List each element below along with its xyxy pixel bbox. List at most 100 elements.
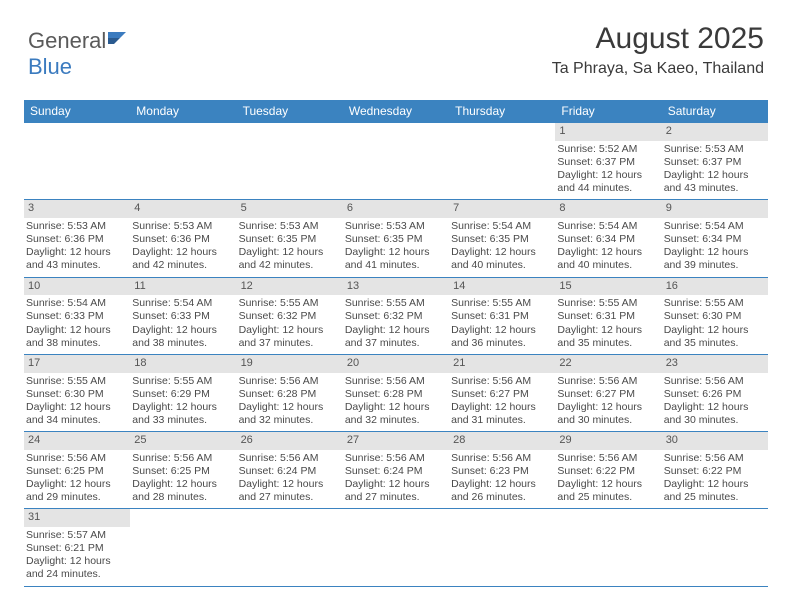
daylight-line: Daylight: 12 hours and 43 minutes. [664,169,766,195]
day-cell: 16Sunrise: 5:55 AMSunset: 6:30 PMDayligh… [662,278,768,354]
day-number: 24 [24,432,130,450]
sunset-line: Sunset: 6:21 PM [26,542,128,555]
sunrise-line: Sunrise: 5:56 AM [26,452,128,465]
daylight-line: Daylight: 12 hours and 44 minutes. [557,169,659,195]
sunrise-line: Sunrise: 5:56 AM [557,375,659,388]
day-number: 7 [449,200,555,218]
daylight-line: Daylight: 12 hours and 42 minutes. [239,246,341,272]
sunrise-line: Sunrise: 5:56 AM [239,375,341,388]
sunrise-line: Sunrise: 5:56 AM [132,452,234,465]
day-cell: 10Sunrise: 5:54 AMSunset: 6:33 PMDayligh… [24,278,130,354]
day-cell: 27Sunrise: 5:56 AMSunset: 6:24 PMDayligh… [343,432,449,508]
sunset-line: Sunset: 6:28 PM [239,388,341,401]
daylight-line: Daylight: 12 hours and 27 minutes. [239,478,341,504]
daylight-line: Daylight: 12 hours and 33 minutes. [132,401,234,427]
day-cell: 3Sunrise: 5:53 AMSunset: 6:36 PMDaylight… [24,200,130,276]
sunset-line: Sunset: 6:34 PM [664,233,766,246]
day-number: 21 [449,355,555,373]
sunrise-line: Sunrise: 5:53 AM [345,220,447,233]
sunset-line: Sunset: 6:30 PM [26,388,128,401]
sunrise-line: Sunrise: 5:52 AM [557,143,659,156]
daylight-line: Daylight: 12 hours and 32 minutes. [239,401,341,427]
day-cell: 13Sunrise: 5:55 AMSunset: 6:32 PMDayligh… [343,278,449,354]
sunrise-line: Sunrise: 5:56 AM [557,452,659,465]
day-cell [555,509,661,585]
day-cell [130,123,236,199]
week-row: 24Sunrise: 5:56 AMSunset: 6:25 PMDayligh… [24,431,768,508]
day-cell: 12Sunrise: 5:55 AMSunset: 6:32 PMDayligh… [237,278,343,354]
day-number: 25 [130,432,236,450]
day-cell: 25Sunrise: 5:56 AMSunset: 6:25 PMDayligh… [130,432,236,508]
daylight-line: Daylight: 12 hours and 40 minutes. [451,246,553,272]
daylight-line: Daylight: 12 hours and 32 minutes. [345,401,447,427]
day-number: 15 [555,278,661,296]
day-cell: 15Sunrise: 5:55 AMSunset: 6:31 PMDayligh… [555,278,661,354]
day-body: Sunrise: 5:52 AMSunset: 6:37 PMDaylight:… [555,141,661,200]
day-cell: 22Sunrise: 5:56 AMSunset: 6:27 PMDayligh… [555,355,661,431]
day-cell [662,509,768,585]
day-number: 17 [24,355,130,373]
day-body: Sunrise: 5:53 AMSunset: 6:35 PMDaylight:… [343,218,449,277]
sunrise-line: Sunrise: 5:56 AM [451,375,553,388]
day-body: Sunrise: 5:55 AMSunset: 6:32 PMDaylight:… [343,295,449,354]
day-cell: 31Sunrise: 5:57 AMSunset: 6:21 PMDayligh… [24,509,130,585]
day-header-cell: Tuesday [237,100,343,122]
day-cell: 8Sunrise: 5:54 AMSunset: 6:34 PMDaylight… [555,200,661,276]
day-number: 10 [24,278,130,296]
sunset-line: Sunset: 6:24 PM [345,465,447,478]
day-cell: 30Sunrise: 5:56 AMSunset: 6:22 PMDayligh… [662,432,768,508]
logo-text-part2: Blue [28,54,72,79]
sunset-line: Sunset: 6:27 PM [557,388,659,401]
day-cell: 19Sunrise: 5:56 AMSunset: 6:28 PMDayligh… [237,355,343,431]
day-number: 8 [555,200,661,218]
day-cell [237,509,343,585]
daylight-line: Daylight: 12 hours and 42 minutes. [132,246,234,272]
daylight-line: Daylight: 12 hours and 24 minutes. [26,555,128,581]
day-number: 20 [343,355,449,373]
day-number: 31 [24,509,130,527]
sunset-line: Sunset: 6:27 PM [451,388,553,401]
sunset-line: Sunset: 6:31 PM [451,310,553,323]
day-body: Sunrise: 5:55 AMSunset: 6:31 PMDaylight:… [555,295,661,354]
sunset-line: Sunset: 6:32 PM [345,310,447,323]
day-body: Sunrise: 5:56 AMSunset: 6:27 PMDaylight:… [449,373,555,432]
day-number: 30 [662,432,768,450]
sunset-line: Sunset: 6:26 PM [664,388,766,401]
daylight-line: Daylight: 12 hours and 30 minutes. [557,401,659,427]
daylight-line: Daylight: 12 hours and 25 minutes. [664,478,766,504]
daylight-line: Daylight: 12 hours and 34 minutes. [26,401,128,427]
day-body: Sunrise: 5:54 AMSunset: 6:34 PMDaylight:… [555,218,661,277]
sunset-line: Sunset: 6:25 PM [26,465,128,478]
day-cell [449,509,555,585]
logo-text: GeneralBlue [28,28,130,80]
day-cell: 17Sunrise: 5:55 AMSunset: 6:30 PMDayligh… [24,355,130,431]
sunrise-line: Sunrise: 5:55 AM [664,297,766,310]
sunrise-line: Sunrise: 5:56 AM [664,375,766,388]
week-row: 1Sunrise: 5:52 AMSunset: 6:37 PMDaylight… [24,122,768,199]
day-cell [343,123,449,199]
day-number: 4 [130,200,236,218]
sunset-line: Sunset: 6:24 PM [239,465,341,478]
daylight-line: Daylight: 12 hours and 35 minutes. [557,324,659,350]
day-cell: 21Sunrise: 5:56 AMSunset: 6:27 PMDayligh… [449,355,555,431]
day-cell: 5Sunrise: 5:53 AMSunset: 6:35 PMDaylight… [237,200,343,276]
month-title: August 2025 [552,22,764,56]
day-cell: 1Sunrise: 5:52 AMSunset: 6:37 PMDaylight… [555,123,661,199]
daylight-line: Daylight: 12 hours and 25 minutes. [557,478,659,504]
day-body: Sunrise: 5:53 AMSunset: 6:36 PMDaylight:… [24,218,130,277]
day-number: 28 [449,432,555,450]
day-number: 11 [130,278,236,296]
sunset-line: Sunset: 6:36 PM [132,233,234,246]
day-body: Sunrise: 5:53 AMSunset: 6:36 PMDaylight:… [130,218,236,277]
daylight-line: Daylight: 12 hours and 35 minutes. [664,324,766,350]
sunrise-line: Sunrise: 5:56 AM [664,452,766,465]
daylight-line: Daylight: 12 hours and 29 minutes. [26,478,128,504]
logo-text-part1: General [28,28,106,53]
daylight-line: Daylight: 12 hours and 37 minutes. [239,324,341,350]
day-cell: 11Sunrise: 5:54 AMSunset: 6:33 PMDayligh… [130,278,236,354]
day-body: Sunrise: 5:56 AMSunset: 6:22 PMDaylight:… [662,450,768,509]
week-row: 31Sunrise: 5:57 AMSunset: 6:21 PMDayligh… [24,508,768,586]
location: Ta Phraya, Sa Kaeo, Thailand [552,60,764,78]
day-body: Sunrise: 5:56 AMSunset: 6:23 PMDaylight:… [449,450,555,509]
header: August 2025 Ta Phraya, Sa Kaeo, Thailand [552,22,764,78]
